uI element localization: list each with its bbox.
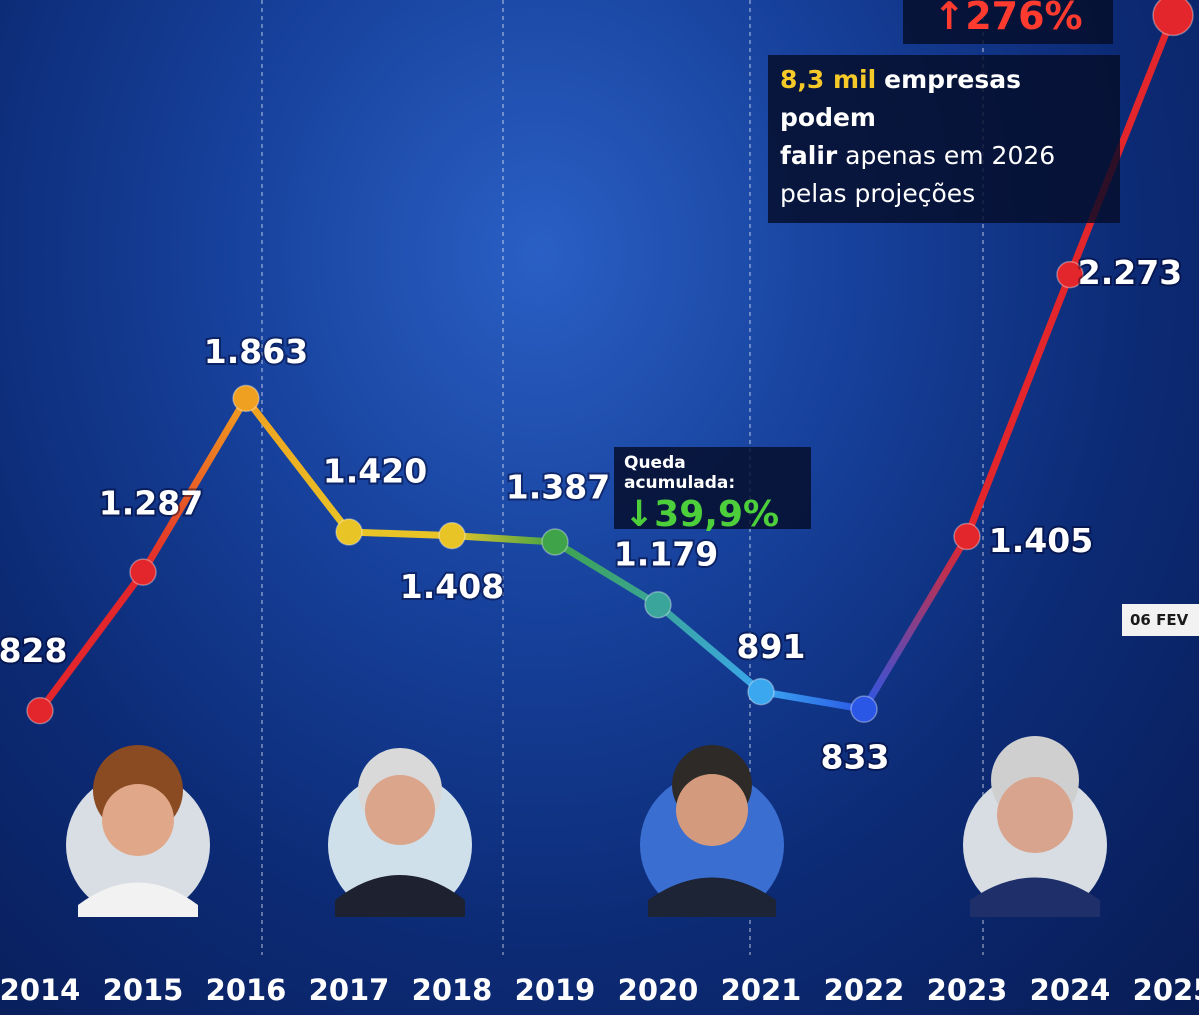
data-point (335, 518, 363, 546)
value-label: 828 (0, 631, 67, 670)
value-label: 1.179 (614, 534, 718, 573)
x-tick-label: 2022 (824, 973, 905, 1007)
data-point (953, 522, 981, 551)
line-segment (654, 601, 765, 696)
value-label: 2.273 (1078, 253, 1182, 292)
projection-text: falir (780, 141, 838, 170)
value-label: 891 (737, 627, 806, 666)
x-tick-label: 2018 (412, 973, 493, 1007)
line-segment (448, 532, 559, 546)
x-tick-label: 2014 (0, 973, 80, 1007)
value-label: 1.387 (506, 467, 610, 506)
x-tick-label: 2019 (515, 973, 596, 1007)
line-segment (36, 568, 147, 715)
x-tick-label: 2016 (206, 973, 287, 1007)
data-point (438, 521, 466, 550)
portraits (66, 736, 1107, 917)
x-tick-label: 2020 (618, 973, 699, 1007)
projection-box: 8,3 mil empresas podem falir apenas em 2… (768, 55, 1120, 223)
data-point (1056, 260, 1084, 289)
line-segment (1066, 11, 1177, 279)
projection-text: empresas podem (780, 65, 1021, 132)
line-segment (345, 528, 456, 540)
x-tick-label: 2021 (721, 973, 802, 1007)
data-point (747, 677, 775, 706)
projection-highlight: 8,3 mil (780, 65, 877, 94)
line-segment (242, 394, 353, 536)
drop-value: ↓39,9% (624, 494, 780, 535)
data-point (850, 695, 878, 723)
value-label: 1.863 (204, 332, 308, 371)
value-label: 1.287 (99, 484, 203, 523)
x-tick-label: 2017 (309, 973, 390, 1007)
x-tick-label: 2023 (927, 973, 1008, 1007)
value-label: 1.408 (400, 567, 504, 606)
value-label: 1.420 (323, 452, 427, 491)
line-segment (963, 271, 1074, 541)
line-segment (139, 394, 250, 576)
projection-text: pelas projeções (780, 179, 976, 208)
x-tick-label: 2025 (1133, 973, 1199, 1007)
data-point (541, 528, 569, 556)
x-tick-label: 2015 (103, 973, 184, 1007)
data-point (232, 384, 260, 413)
data-point (26, 696, 54, 725)
line-segment (551, 538, 662, 609)
value-label: 1.405 (989, 521, 1093, 560)
drop-box: Queda acumulada: ↓39,9% (614, 447, 811, 535)
date-tag: 06 FEV (1122, 604, 1199, 636)
x-tick-label: 2024 (1030, 973, 1111, 1007)
drop-title: Queda acumulada: (624, 453, 736, 493)
increase-box: ↑276% (903, 0, 1113, 44)
value-label: 833 (821, 738, 890, 777)
projection-text: apenas em 2026 (845, 141, 1056, 170)
data-point (644, 591, 672, 619)
data-point (129, 558, 157, 586)
line-segment (860, 533, 971, 713)
data-point (1152, 0, 1194, 37)
increase-label: ↑276% (933, 0, 1083, 38)
line-segments (36, 11, 1177, 715)
line-segment (757, 688, 868, 713)
